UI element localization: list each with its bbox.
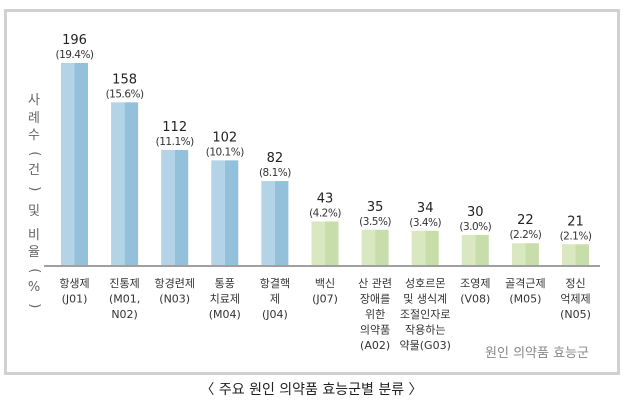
category-label: 백신 (315, 277, 335, 290)
category-label: (M04) (209, 308, 241, 321)
bar-3-dark (174, 150, 189, 266)
category-label: 및 생식계 (403, 293, 447, 306)
category-label: (A02) (360, 339, 390, 352)
category-label: (N05) (560, 308, 591, 321)
category-label: 위한 (365, 308, 385, 321)
value-label: 21 (567, 214, 584, 229)
y-axis-label-char: 사 (28, 93, 40, 108)
bar-3-light (161, 150, 175, 266)
category-label: (V08) (460, 293, 490, 306)
value-label: 158 (112, 72, 137, 87)
bar-1-light (61, 63, 75, 266)
percent-label: (3.4%) (409, 217, 441, 229)
category-label: (M01, (109, 293, 140, 306)
percent-label: (19.4%) (55, 49, 93, 61)
y-axis-label-char: 례 (28, 110, 40, 126)
category-label: (N03) (159, 293, 190, 306)
percent-label: (11.1%) (156, 136, 194, 148)
bar-6-light (311, 221, 325, 266)
category-label: 조절인자로 (400, 308, 451, 321)
category-label: 산 관련 (358, 277, 392, 290)
y-axis-label-char: 및 (28, 204, 40, 219)
x-axis-label: 원인 의약품 효능군 (485, 346, 589, 361)
percent-label: (3.0%) (459, 221, 491, 233)
category-label: 약물(G03) (400, 338, 451, 352)
bar-10-light (511, 243, 526, 266)
value-label: 196 (62, 33, 87, 48)
percent-label: (2.2%) (509, 229, 541, 241)
category-label: 통풍 (215, 277, 235, 290)
category-label: 장애를 (360, 293, 390, 306)
y-axis-label-char: % (27, 280, 41, 295)
category-label: 성호르몬 (405, 277, 445, 290)
bar-7-light (361, 229, 376, 266)
category-label: 제 (270, 293, 280, 306)
bar-11-light (562, 244, 576, 266)
category-label: (M05) (509, 293, 541, 306)
bar-5-dark (274, 181, 289, 266)
category-label: (J01) (62, 293, 88, 306)
bar-11-dark (575, 244, 589, 266)
bar-8-light (411, 230, 426, 266)
bar-6-dark (325, 221, 339, 266)
bar-1-dark (74, 63, 88, 266)
bar-9-dark (475, 234, 489, 266)
percent-label: (4.2%) (309, 207, 341, 219)
category-label: 조영제 (460, 277, 490, 290)
percent-label: (8.1%) (259, 167, 291, 179)
category-label: 의약품 (360, 323, 390, 337)
chart-caption: 〈 주요 원인 의약품 효능군별 분류 〉 (200, 382, 423, 398)
y-axis-label: 사 례 수(건) 및 비 율(%) (26, 92, 42, 314)
value-label: 43 (317, 191, 334, 206)
category-label: 항생제 (59, 277, 89, 290)
bar-4-light (211, 160, 225, 266)
y-axis-label-char: 율 (28, 245, 40, 260)
y-axis-label-char: 수 (28, 128, 40, 143)
value-label: 102 (212, 130, 237, 145)
percent-label: (15.6%) (106, 88, 144, 100)
bar-5-light (261, 181, 275, 266)
y-axis-label-char: 건 (28, 163, 40, 178)
category-label: (J07) (312, 293, 338, 306)
category-label: 치료제 (210, 293, 240, 306)
category-label: 진통제 (109, 277, 139, 290)
bar-2-dark (124, 102, 139, 266)
value-label: 30 (467, 205, 484, 220)
bar-7-dark (375, 229, 389, 266)
category-label: 억제제 (560, 293, 590, 306)
value-label: 34 (417, 201, 434, 216)
category-label: 정신 (565, 277, 585, 290)
value-label: 35 (367, 200, 384, 215)
value-label: 22 (517, 213, 534, 228)
bar-4-dark (224, 160, 239, 266)
y-axis-label-char: 비 (28, 227, 40, 243)
bar-9-light (461, 234, 476, 266)
category-label: N02) (111, 308, 138, 321)
percent-label: (10.1%) (206, 146, 244, 158)
chart-frame (4, 9, 620, 375)
category-label: 항결핵 (260, 277, 290, 290)
bar-2-light (111, 102, 125, 266)
value-label: 112 (162, 120, 187, 135)
percent-label: (2.1%) (560, 230, 592, 242)
category-label: 골격근제 (505, 277, 545, 290)
category-label: 작용하는 (405, 323, 445, 337)
value-label: 82 (267, 151, 284, 166)
percent-label: (3.5%) (359, 216, 391, 228)
bar-10-dark (525, 243, 539, 266)
bar-8-dark (425, 230, 439, 266)
category-label: 항경련제 (154, 277, 194, 290)
category-label: (J04) (262, 308, 288, 321)
